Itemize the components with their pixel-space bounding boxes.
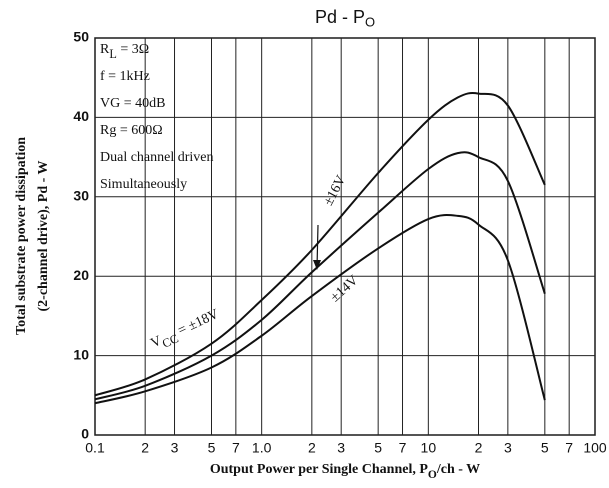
text-part: = xyxy=(173,320,193,340)
y-axis-title: (2-channel drive), Pd - W xyxy=(36,160,51,311)
curve xyxy=(94,92,546,397)
condition: RL = 3Ω xyxy=(100,42,149,61)
series-label: ±14V xyxy=(328,273,362,305)
series-name: ±18V xyxy=(186,307,221,334)
curve xyxy=(94,214,546,405)
text-part: R xyxy=(100,42,110,57)
arrow-head xyxy=(313,260,321,270)
subscript: O xyxy=(365,15,375,30)
x-tick-label: 5 xyxy=(374,440,382,456)
x-tick-label: 3 xyxy=(171,440,179,456)
y-tick-label: 10 xyxy=(73,346,89,362)
subscript: L xyxy=(109,47,116,61)
text-part: /ch - W xyxy=(436,462,480,477)
text-part: Dual channel driven xyxy=(100,150,214,165)
condition: f = 1kHz xyxy=(100,69,150,84)
condition: VG = 40dB xyxy=(100,96,165,111)
text-part: Simultaneously xyxy=(100,177,187,192)
series-label: ±16V xyxy=(321,173,349,208)
y-tick-label: 0 xyxy=(81,426,89,442)
x-tick-label: 3 xyxy=(504,440,512,456)
x-tick-label: 5 xyxy=(541,440,549,456)
x-tick-label: 2 xyxy=(308,440,316,456)
x-tick-label: 100 xyxy=(583,440,607,456)
y-tick-label: 40 xyxy=(73,108,89,124)
condition: Rg = 600Ω xyxy=(100,123,163,138)
chart-title: Pd - PO xyxy=(315,7,375,30)
condition: Simultaneously xyxy=(100,177,187,192)
subscript: O xyxy=(428,468,437,480)
condition: Dual channel driven xyxy=(100,150,214,165)
x-tick-label: 3 xyxy=(337,440,345,456)
text-part: Rg = 600Ω xyxy=(100,123,163,138)
x-tick-label: 0.1 xyxy=(85,440,105,456)
x-tick-label: 10 xyxy=(421,440,437,456)
text-part: Output Power per Single Channel, P xyxy=(210,462,429,477)
text-part: VG = 40dB xyxy=(100,96,165,111)
x-tick-label: 7 xyxy=(399,440,407,456)
text-part: f = 1kHz xyxy=(100,69,150,84)
x-axis-title: Output Power per Single Channel, PO/ch -… xyxy=(210,462,480,480)
x-tick-label: 2 xyxy=(475,440,483,456)
x-tick-label: 5 xyxy=(208,440,216,456)
subscript: CC xyxy=(160,331,181,351)
text-part: Pd - P xyxy=(315,7,365,27)
x-tick-label: 7 xyxy=(232,440,240,456)
x-tick-label: 1.0 xyxy=(252,440,272,456)
y-tick-label: 20 xyxy=(73,267,89,283)
y-axis-title: Total substrate power dissipation xyxy=(14,137,29,335)
x-tick-label: 2 xyxy=(141,440,149,456)
x-tick-label: 7 xyxy=(565,440,573,456)
y-tick-label: 50 xyxy=(73,29,89,45)
text-part: = 3Ω xyxy=(117,42,149,57)
y-tick-label: 30 xyxy=(73,188,89,204)
curve xyxy=(94,151,546,401)
